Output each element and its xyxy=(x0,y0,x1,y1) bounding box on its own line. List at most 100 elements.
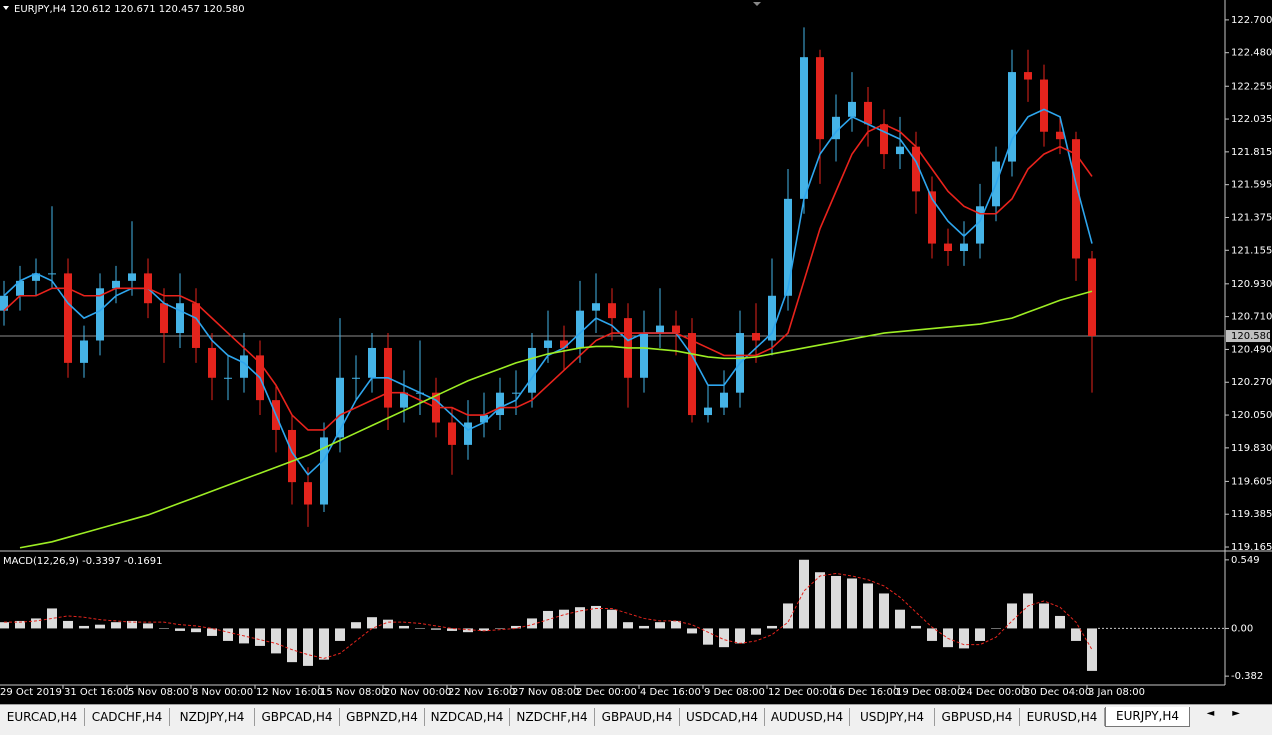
background xyxy=(0,0,1272,704)
histogram-bar xyxy=(95,624,105,629)
y-tick-label: 120.490 xyxy=(1231,344,1272,355)
candle-body xyxy=(672,325,680,334)
histogram-bar xyxy=(63,620,73,629)
candle-body xyxy=(224,377,232,379)
candle-body xyxy=(720,392,728,408)
x-tick-label: 15 Nov 08:00 xyxy=(320,687,387,698)
candle-body xyxy=(128,273,136,281)
indicator-line xyxy=(4,572,1093,659)
candle-body xyxy=(944,243,952,252)
histogram-bar xyxy=(319,628,329,660)
indicator-line xyxy=(19,290,1093,549)
symbol-tab[interactable]: USDJPY,H4 xyxy=(850,708,935,726)
candle-body xyxy=(240,355,248,378)
histogram-bar xyxy=(559,609,569,629)
histogram-bar xyxy=(623,622,633,629)
x-tick-label: 3 Jan 08:00 xyxy=(1088,687,1145,698)
x-tick-label: 22 Nov 16:00 xyxy=(448,687,515,698)
symbol-tab[interactable]: GBPAUD,H4 xyxy=(595,708,680,726)
x-tick-label: 8 Nov 00:00 xyxy=(192,687,253,698)
histogram-bar xyxy=(479,628,489,631)
indicator-title: MACD(12,26,9) -0.3397 -0.1691 xyxy=(3,556,163,567)
histogram-bar xyxy=(0,622,9,629)
histogram-bar xyxy=(111,622,121,629)
y-tick-label: 0.00 xyxy=(1231,623,1253,634)
x-tick-label: 30 Dec 04:00 xyxy=(1024,687,1091,698)
histogram-bar xyxy=(287,628,297,663)
candle-body xyxy=(480,415,488,423)
x-tick-label: 29 Oct 2019 xyxy=(0,687,62,698)
histogram-bar xyxy=(367,617,377,629)
current-price-box xyxy=(1226,330,1270,343)
tab-scroll[interactable]: ◄► xyxy=(1206,708,1258,719)
histogram-bar xyxy=(335,628,345,641)
candle-body xyxy=(1088,258,1096,337)
y-tick-label: 119.165 xyxy=(1231,542,1272,553)
candle-body xyxy=(176,303,184,334)
y-tick-label: 120.930 xyxy=(1231,279,1272,290)
x-tick-label: 12 Dec 00:00 xyxy=(768,687,835,698)
candle-body xyxy=(640,333,648,378)
symbol-tab[interactable]: GBPCAD,H4 xyxy=(255,708,340,726)
candle-body xyxy=(0,295,8,311)
indicator-line xyxy=(3,108,1093,476)
candle-body xyxy=(464,422,472,445)
candle-body xyxy=(192,303,200,348)
candle-body xyxy=(880,124,888,155)
y-tick-label: 0.549 xyxy=(1231,555,1260,566)
candle-body xyxy=(816,57,824,140)
candle-body xyxy=(976,206,984,244)
histogram-bar xyxy=(1023,593,1033,629)
candle-body xyxy=(784,198,792,296)
x-tick-label: 31 Oct 16:00 xyxy=(64,687,129,698)
symbol-tab[interactable]: AUDUSD,H4 xyxy=(765,708,850,726)
x-tick-label: 19 Dec 08:00 xyxy=(896,687,963,698)
indicator-line xyxy=(3,123,1093,431)
histogram-bar xyxy=(15,620,25,629)
candle-body xyxy=(1072,139,1080,259)
histogram-bar xyxy=(847,578,857,629)
histogram-bar xyxy=(511,625,521,629)
symbol-tab[interactable]: NZDJPY,H4 xyxy=(170,708,255,726)
symbol-tab[interactable]: EURUSD,H4 xyxy=(1020,708,1105,726)
histogram-bar xyxy=(671,620,681,629)
y-tick-label: 120.050 xyxy=(1231,410,1272,421)
candle-body xyxy=(208,347,216,378)
symbol-tab[interactable]: USDCAD,H4 xyxy=(680,708,765,726)
candle-body xyxy=(576,310,584,348)
histogram-bar xyxy=(927,628,937,641)
histogram-bar xyxy=(495,628,505,629)
symbol-tab[interactable]: NZDCAD,H4 xyxy=(425,708,510,726)
histogram-bar xyxy=(863,583,873,629)
candle-body xyxy=(368,347,376,378)
histogram-bar xyxy=(895,609,905,629)
histogram-bar xyxy=(639,625,649,629)
histogram-bar xyxy=(191,628,201,633)
candle-body xyxy=(1024,72,1032,80)
candle-body xyxy=(560,340,568,348)
histogram-bar xyxy=(687,628,697,634)
candle-body xyxy=(896,146,904,155)
x-tick-label: 4 Dec 16:00 xyxy=(640,687,701,698)
symbol-tab[interactable]: CADCHF,H4 xyxy=(85,708,170,726)
chart-title: EURJPY,H4 120.612 120.671 120.457 120.58… xyxy=(14,4,245,15)
symbol-tab[interactable]: EURJPY,H4 xyxy=(1105,707,1190,727)
symbol-tab[interactable]: GBPNZD,H4 xyxy=(340,708,425,726)
candle-body xyxy=(1056,131,1064,140)
symbol-tab[interactable]: EURCAD,H4 xyxy=(0,708,85,726)
histogram-bar xyxy=(175,628,185,631)
candle-body xyxy=(928,191,936,244)
histogram-bar xyxy=(575,607,585,629)
y-tick-label: 119.605 xyxy=(1231,476,1272,487)
shift-marker xyxy=(753,2,761,6)
menu-triangle[interactable] xyxy=(3,6,9,10)
symbol-tab[interactable]: NZDCHF,H4 xyxy=(510,708,595,726)
histogram-bar xyxy=(47,608,57,629)
x-tick-label: 24 Dec 00:00 xyxy=(960,687,1027,698)
histogram-bar xyxy=(943,628,953,648)
symbol-tab[interactable]: GBPUSD,H4 xyxy=(935,708,1020,726)
histogram-bar xyxy=(399,625,409,629)
y-tick-label: 122.700 xyxy=(1231,15,1272,26)
candle-body xyxy=(544,340,552,348)
y-tick-label: 120.270 xyxy=(1231,377,1272,388)
